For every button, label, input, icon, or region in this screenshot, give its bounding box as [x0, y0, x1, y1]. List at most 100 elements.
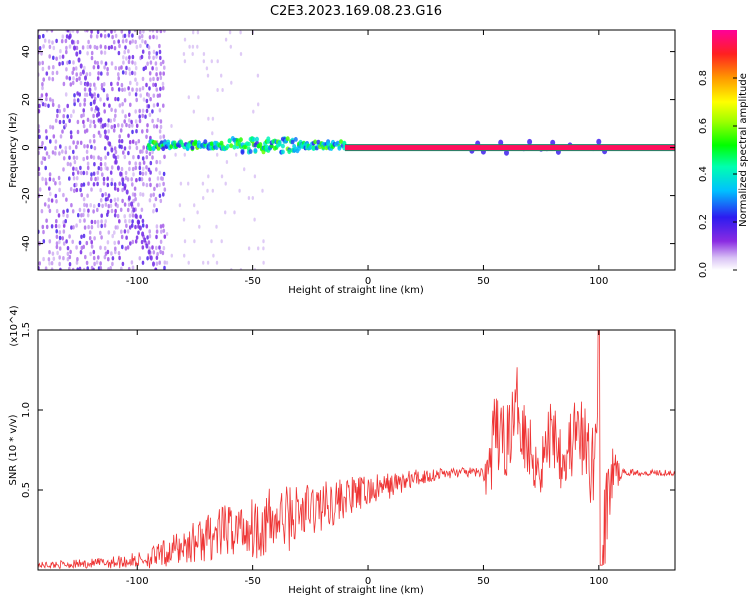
- heatmap-cell: [123, 183, 127, 189]
- heatmap-cell: [196, 210, 199, 215]
- heatmap-cell: [70, 39, 74, 45]
- heatmap-cell: [42, 239, 46, 244]
- heatmap-cell: [56, 250, 59, 256]
- heatmap-cell: [131, 70, 134, 76]
- heatmap-cell: [38, 187, 42, 192]
- snr-y-axis-label: SNR (10 * v/v): [8, 414, 19, 485]
- heatmap-cell: [38, 124, 41, 129]
- heatmap-cell: [127, 150, 130, 156]
- heatmap-cell: [316, 139, 321, 145]
- heatmap-cell: [138, 256, 142, 261]
- heatmap-cell: [97, 166, 101, 171]
- heatmap-cell: [62, 192, 65, 198]
- heatmap-cell: [160, 229, 163, 234]
- heatmap-cell: [124, 114, 127, 119]
- heatmap-cell: [90, 55, 94, 61]
- heatmap-cell: [83, 97, 87, 103]
- heatmap-cell: [287, 149, 292, 155]
- heatmap-cell: [117, 76, 120, 81]
- heatmap-cell: [99, 188, 102, 193]
- heatmap-cell: [117, 123, 120, 128]
- heatmap-cell: [75, 72, 78, 77]
- heatmap-cell: [159, 86, 162, 92]
- heatmap-cell: [155, 51, 159, 56]
- heatmap-cell: [128, 91, 131, 97]
- heatmap-cell: [42, 256, 45, 262]
- heatmap-cell: [216, 152, 219, 157]
- heatmap-cell: [155, 224, 159, 229]
- heatmap-cell: [62, 209, 65, 214]
- heatmap-cell: [118, 134, 121, 139]
- heatmap-cell: [121, 87, 124, 93]
- x-tick-label: -100: [126, 576, 149, 587]
- heatmap-cell: [126, 245, 130, 250]
- heatmap-cell: [109, 198, 113, 204]
- heatmap-cell: [117, 39, 120, 44]
- heatmap-cell: [285, 136, 290, 142]
- heatmap-cell: [73, 98, 76, 103]
- heatmap-cell: [161, 250, 165, 256]
- heatmap-cell: [191, 44, 195, 49]
- heatmap-cell: [114, 65, 117, 71]
- heatmap-cell: [72, 176, 76, 181]
- heatmap-cell: [75, 260, 79, 265]
- heatmap-cell: [116, 225, 119, 230]
- heatmap-cell: [99, 33, 103, 38]
- heatmap-cell: [89, 251, 92, 257]
- heatmap-cell: [45, 135, 48, 140]
- heatmap-cell: [77, 213, 80, 218]
- heatmap-cell: [47, 65, 51, 70]
- heatmap-cell: [123, 229, 127, 234]
- heatmap-cell: [51, 251, 55, 256]
- heatmap-cell: [121, 244, 124, 250]
- heatmap-cell: [131, 87, 134, 92]
- heatmap-cell: [114, 225, 118, 230]
- heatmap-cell: [118, 139, 121, 144]
- heatmap-cell: [154, 267, 158, 270]
- heatmap-cell: [65, 197, 68, 202]
- heatmap-cell: [109, 170, 113, 175]
- heatmap-cell: [128, 213, 132, 218]
- heatmap-cell: [163, 30, 166, 33]
- heatmap-cell: [202, 260, 205, 265]
- heatmap-cell: [92, 204, 96, 209]
- snr-chart: -100 -50 0 50 100 0.5 1.0 1.5 (x10^4) Height o…: [8, 305, 676, 596]
- heatmap-cell: [129, 241, 132, 246]
- heatmap-cell: [54, 118, 58, 123]
- heatmap-cell: [58, 261, 61, 267]
- heatmap-cell: [159, 239, 163, 244]
- heatmap-cell: [198, 224, 201, 229]
- colorbar-tick-label: 0.2: [698, 214, 709, 230]
- heatmap-cell: [191, 52, 194, 56]
- heatmap-cell: [266, 139, 271, 144]
- heatmap-cell: [90, 225, 94, 230]
- heatmap-cell: [64, 219, 67, 224]
- heatmap-cell: [134, 213, 138, 219]
- heatmap-cell: [142, 30, 145, 34]
- heatmap-cell: [92, 249, 96, 255]
- heatmap-cell: [72, 149, 75, 155]
- heatmap-cell: [114, 33, 118, 39]
- heatmap-cell: [88, 230, 92, 235]
- heatmap-cell: [96, 181, 99, 187]
- heatmap-cell: [88, 71, 92, 77]
- heatmap-cell: [219, 140, 224, 146]
- heatmap-cell: [125, 56, 128, 61]
- heatmap-cell: [114, 159, 118, 165]
- heatmap-cell: [183, 37, 187, 42]
- heatmap-cell: [79, 63, 83, 69]
- heatmap-cell: [64, 123, 68, 128]
- heatmap-cell: [62, 241, 66, 246]
- heatmap-cell: [106, 196, 109, 202]
- heatmap-cell: [59, 49, 62, 54]
- heatmap-cell: [49, 97, 52, 102]
- heatmap-cell: [252, 109, 255, 114]
- heatmap-cell: [141, 171, 145, 176]
- heatmap-cell: [192, 109, 195, 114]
- heatmap-cell: [131, 33, 134, 38]
- heatmap-cell: [163, 265, 166, 270]
- y-tick-label: -40: [21, 235, 32, 251]
- heatmap-cell: [75, 155, 79, 160]
- heatmap-cell: [83, 102, 86, 107]
- colorbar: 0.0 0.2 0.4 0.6 0.8 Normalized spectral ampl…: [698, 30, 749, 278]
